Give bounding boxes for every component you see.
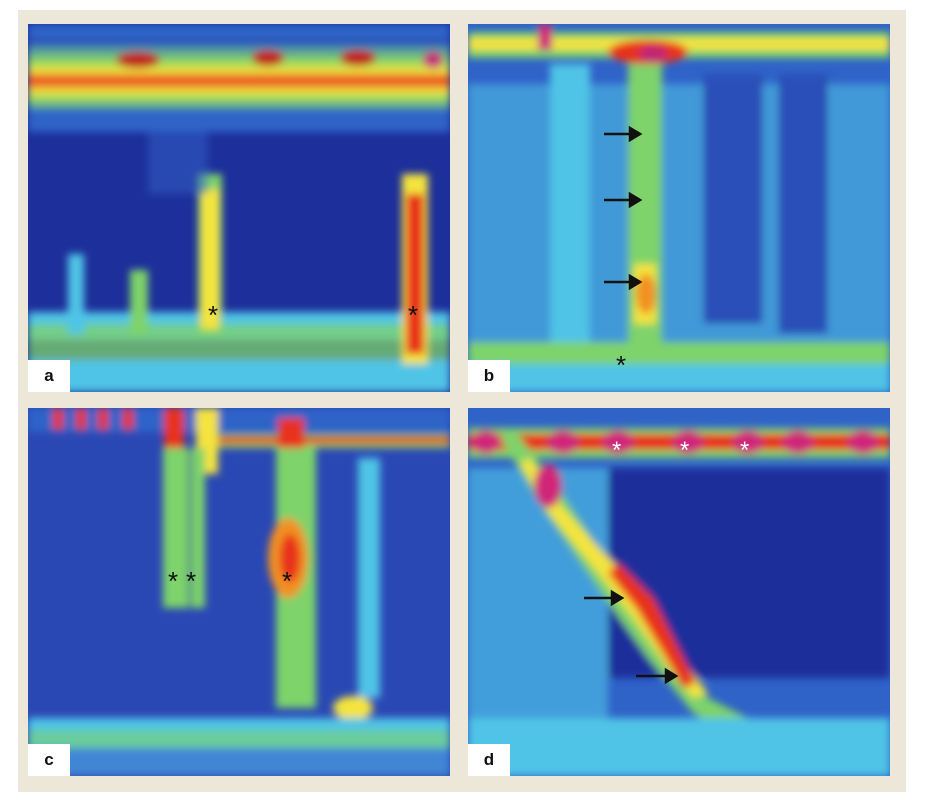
panel-c: * * * c xyxy=(28,408,450,776)
svg-text:*: * xyxy=(740,437,749,464)
svg-text:*: * xyxy=(168,566,178,596)
panel-b-heatmap: * xyxy=(468,24,890,392)
svg-text:*: * xyxy=(282,566,292,596)
panel-b: * b xyxy=(468,24,890,392)
panel-c-heatmap: * * * xyxy=(28,408,450,776)
panel-label-d: d xyxy=(468,744,510,776)
svg-text:*: * xyxy=(208,300,218,330)
svg-text:*: * xyxy=(680,437,689,464)
svg-text:*: * xyxy=(616,350,626,380)
panel-a-heatmap: * * xyxy=(28,24,450,392)
svg-text:*: * xyxy=(408,300,418,330)
panel-d-heatmap: * * * xyxy=(468,408,890,776)
svg-text:*: * xyxy=(612,437,621,464)
panel-label-b: b xyxy=(468,360,510,392)
panel-label-a: a xyxy=(28,360,70,392)
svg-text:*: * xyxy=(186,566,196,596)
panel-a: * * a xyxy=(28,24,450,392)
panel-label-c: c xyxy=(28,744,70,776)
panel-d: * * * d xyxy=(468,408,890,776)
